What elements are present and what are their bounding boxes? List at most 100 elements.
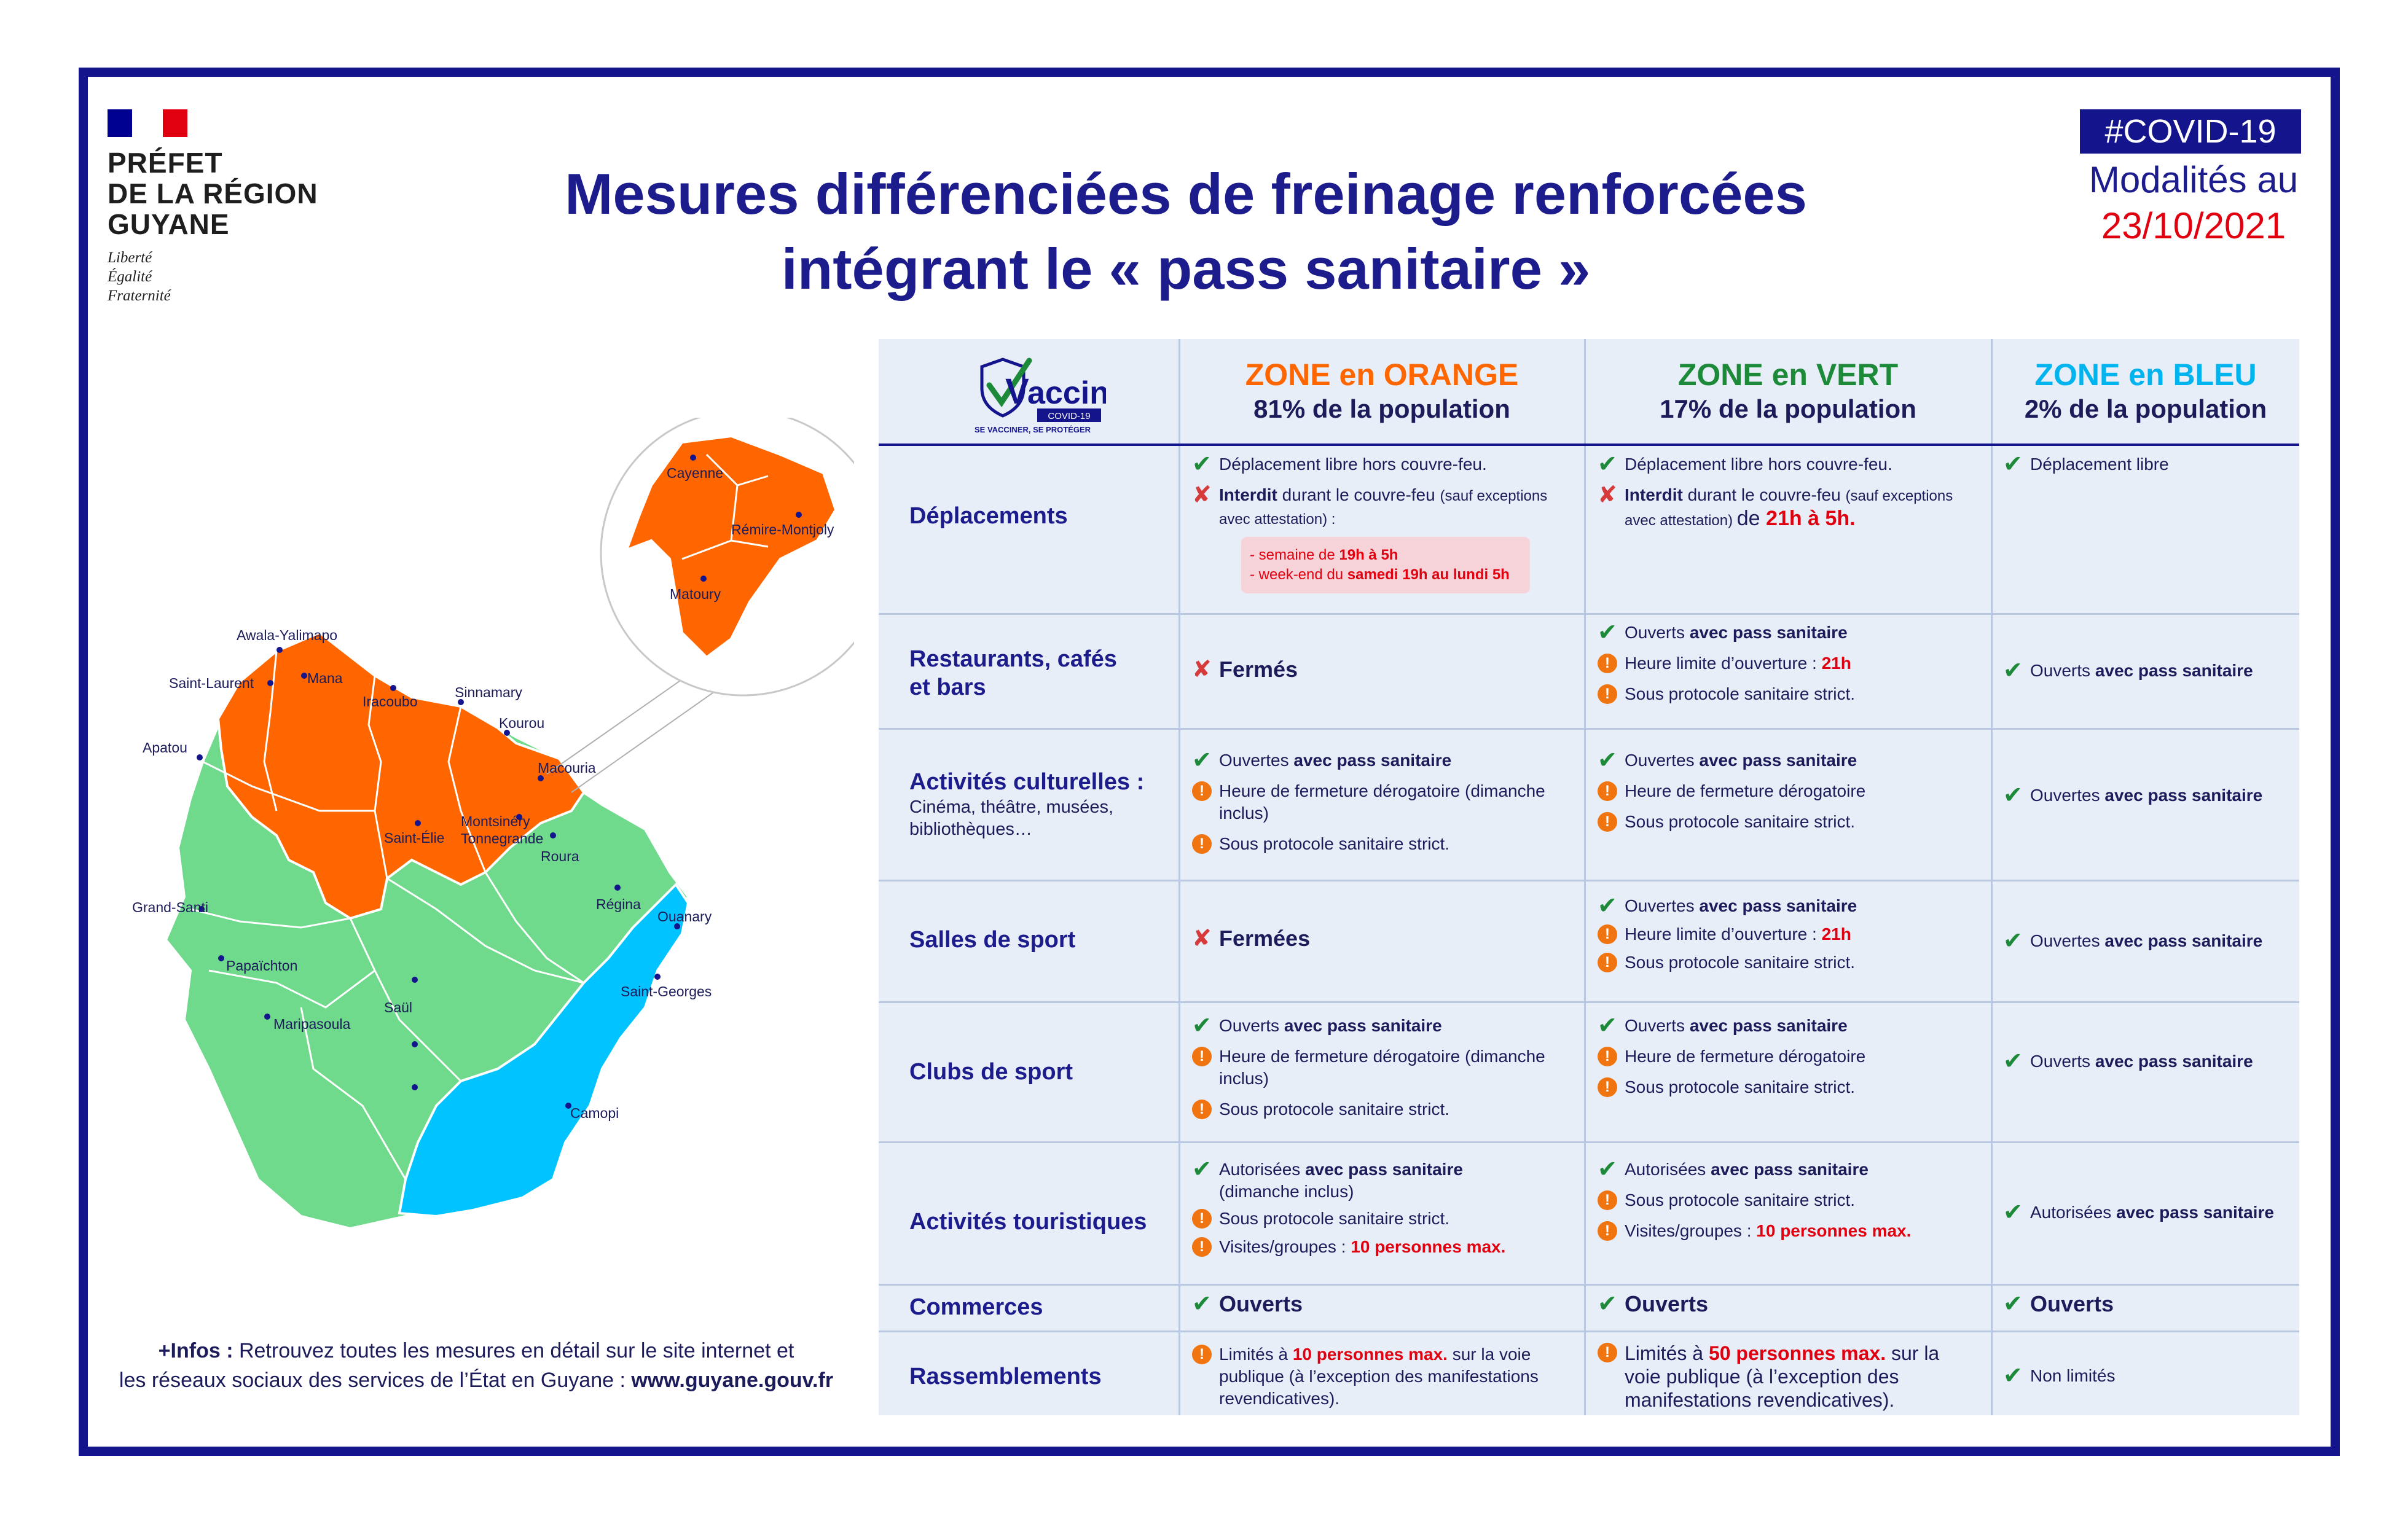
zoom-zone-orange (624, 434, 837, 659)
warning-icon: ! (1598, 1190, 1617, 1210)
check-icon: ✔ (2003, 783, 2023, 808)
city-label: Papaïchton (226, 958, 297, 974)
cross-icon: ✘ (1192, 657, 1212, 682)
cell-text: avec pass sanitaire (1293, 751, 1452, 770)
warning-icon: ! (1192, 834, 1212, 854)
cell-text: de (1736, 507, 1767, 530)
motto-line: Liberté (108, 249, 152, 266)
check-icon: ✔ (2003, 658, 2023, 684)
cell-text: - week-end du (1250, 566, 1347, 583)
cell-text: Sous protocole sanitaire strict. (1219, 1209, 1450, 1228)
warning-icon: ! (1192, 781, 1212, 801)
cell-text: Ouverts (1625, 623, 1690, 642)
city-label: Montsinéry (461, 813, 530, 829)
row-sublabel: Cinéma, théâtre, musées, (909, 797, 1114, 817)
city-label: Kourou (499, 715, 544, 731)
warning-icon: ! (1192, 1237, 1212, 1257)
curfew-hours-box: - semaine de 19h à 5h - week-end du same… (1241, 537, 1530, 593)
cell-culture-bleu: ✔ Ouvertes avec pass sanitaire (2003, 784, 2292, 815)
cell-text: Déplacement libre hors couvre-feu. (1219, 455, 1487, 474)
zone-pct: 2% de la population (2024, 394, 2267, 423)
cell-text: Sous protocole sanitaire strict. (1219, 834, 1450, 853)
cell-salles-vert: ✔ Ouvertes avec pass sanitaire ! Heure lim… (1598, 894, 1979, 982)
infos-text: Retrouvez toutes les mesures en détail s… (233, 1339, 794, 1362)
city-label: Roura (541, 848, 579, 864)
warning-icon: ! (1598, 812, 1617, 832)
row-divider (879, 1141, 2299, 1143)
cell-text: avec pass sanitaire (1699, 751, 1857, 770)
cell-text: avec pass sanitaire (1689, 1016, 1848, 1035)
row-label-tourisme: Activités touristiques (909, 1209, 1147, 1235)
cell-text: avec pass sanitaire (2116, 1203, 2274, 1222)
measures-table: V accin COVID-19 SE VACCINER, SE PROTÉGE… (879, 339, 2299, 1415)
cell-text: Ouverts (1625, 1291, 1709, 1316)
check-icon: ✔ (1598, 748, 1617, 773)
cell-text: avec pass sanitaire (2095, 661, 2253, 680)
cell-restaurants-vert: ✔ Ouverts avec pass sanitaire ! Heure limi… (1598, 621, 1979, 714)
prefet-line: DE LA RÉGION (108, 178, 318, 209)
infos-footer: +Infos : Retrouvez toutes les mesures en… (86, 1336, 866, 1395)
check-icon: ✔ (1598, 451, 1617, 477)
cell-text: 21h à 5h. (1766, 507, 1856, 530)
cell-tourisme-vert: ✔ Autorisées avec pass sanitaire ! Sous pr… (1598, 1158, 1979, 1251)
cell-salles-bleu: ✔ Ouvertes avec pass sanitaire (2003, 929, 2292, 961)
city-label: Ouanary (657, 909, 712, 924)
row-label-clubs: Clubs de sport (909, 1059, 1073, 1085)
cell-restaurants-orange: ✘ Fermés (1192, 658, 1573, 689)
row-label-culture: Activités culturelles : Cinéma, théâtre,… (909, 768, 1144, 840)
cell-rassemblements-bleu: ✔ Non limités (2003, 1364, 2292, 1396)
vaccin-slogan: SE VACCINER, SE PROTÉGER (975, 425, 1091, 434)
city-label: Iracoubo (363, 694, 418, 709)
prefet-line: GUYANE (108, 208, 230, 240)
zone-name: ZONE en BLEU (2034, 358, 2257, 392)
city-label: Mana (307, 670, 343, 686)
cell-text: 10 personnes max. (1292, 1345, 1448, 1364)
cell-commerces-vert: ✔ Ouverts (1598, 1291, 1979, 1324)
infos-url-link[interactable]: www.guyane.gouv.fr (631, 1369, 834, 1392)
city-label: Apatou (143, 740, 187, 756)
map-zone-blue (398, 882, 690, 1218)
page-title: Mesures différenciées de freinage renfor… (479, 157, 1892, 307)
cell-text: Fermées (1219, 926, 1311, 951)
cell-text: 19h à 5h (1339, 547, 1398, 563)
warning-icon: ! (1598, 924, 1617, 944)
row-label-rassemblements: Rassemblements (909, 1364, 1102, 1389)
infos-text: les réseaux sociaux des services de l’Ét… (119, 1369, 632, 1392)
cell-deplacements-bleu: ✔ Déplacement libre (2003, 453, 2292, 484)
check-icon: ✔ (1192, 1013, 1212, 1039)
cell-restaurants-bleu: ✔ Ouverts avec pass sanitaire (2003, 658, 2292, 690)
cell-text: Heure de fermeture dérogatoire (1625, 781, 1866, 800)
cell-text: (sauf exceptions avec attestation) : (1219, 488, 1548, 528)
title-line: Mesures différenciées de freinage renfor… (565, 162, 1807, 226)
warning-icon: ! (1598, 1221, 1617, 1241)
warning-icon: ! (1598, 1047, 1617, 1066)
cell-tourisme-bleu: ✔ Autorisées avec pass sanitaire (2003, 1201, 2298, 1232)
city-label: Saül (384, 999, 412, 1015)
check-icon: ✔ (1192, 1291, 1212, 1317)
zoom-city-label: Cayenne (667, 465, 723, 481)
cell-text: avec pass sanitaire (2095, 1052, 2253, 1071)
cell-text: 21h (1821, 924, 1851, 944)
column-divider (1179, 339, 1180, 1415)
cell-text: Ouvertes (2030, 786, 2105, 805)
warning-icon: ! (1192, 1209, 1212, 1229)
city-label: Tonnegrande (461, 830, 543, 846)
cell-text: Ouvertes (1219, 751, 1294, 770)
row-label-salles: Salles de sport (909, 927, 1076, 953)
warning-icon: ! (1598, 1077, 1617, 1097)
cell-text: Heure limite d’ouverture : (1625, 924, 1822, 944)
cell-text: sur la voie publique (à l’exception des … (1219, 1345, 1539, 1408)
cell-text: avec pass sanitaire (1711, 1160, 1869, 1179)
city-label: Maripasoula (273, 1016, 350, 1032)
cross-icon: ✘ (1598, 482, 1617, 508)
cell-clubs-bleu: ✔ Ouverts avec pass sanitaire (2003, 1050, 2292, 1081)
warning-icon: ! (1598, 684, 1617, 704)
modalites-label: Modalités au (2088, 159, 2299, 200)
row-divider (879, 1284, 2299, 1286)
cell-salles-orange: ✘ Fermées (1192, 926, 1573, 958)
covid-hashtag-badge: #COVID-19 (2080, 109, 2301, 154)
infos-label: +Infos : (158, 1339, 233, 1362)
cell-text: Limités à (1219, 1345, 1293, 1364)
cell-text: - semaine de (1250, 547, 1339, 563)
cell-text: Heure limite d’ouverture : (1625, 654, 1822, 673)
